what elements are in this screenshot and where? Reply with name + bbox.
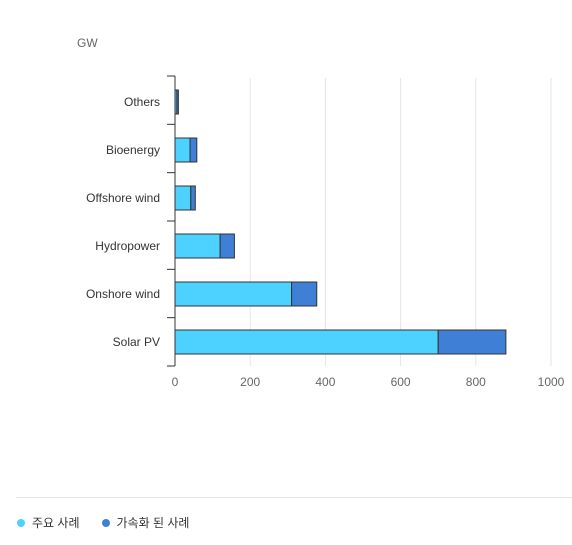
legend-swatch-accelerated [101, 518, 110, 527]
unit-label: GW [77, 36, 98, 50]
bar-segment [174, 281, 293, 307]
bar-segment [437, 329, 507, 355]
category-label: Onshore wind [86, 287, 160, 301]
legend-swatch-main [17, 518, 25, 527]
legend: 주요 사례 가속화 된 사례 [17, 514, 211, 531]
legend-label-accelerated: 가속화 된 사례 [116, 516, 190, 530]
bars [174, 89, 507, 355]
legend-item-main[interactable]: 주요 사례 [17, 514, 80, 531]
bar-segment [291, 281, 318, 307]
axes [167, 75, 176, 367]
category-label: Hydropower [95, 239, 160, 253]
x-tick-labels: 0 200 400 600 800 1000 [172, 375, 565, 389]
bar-segment [176, 89, 179, 115]
stacked-bar-chart: Others Bioenergy Offshore wind Hydropower On… [86, 75, 565, 389]
x-tick-label: 800 [466, 375, 486, 389]
x-tick-label: 200 [240, 375, 260, 389]
x-tick-label: 1000 [538, 375, 565, 389]
category-label: Bioenergy [106, 143, 160, 157]
category-label: Solar PV [113, 335, 160, 349]
category-label: Offshore wind [86, 191, 160, 205]
category-label: Others [124, 95, 160, 109]
bar-segment [219, 233, 235, 259]
bar-segment [174, 185, 192, 211]
bar-segment [189, 137, 198, 163]
category-labels: Others Bioenergy Offshore wind Hydropower On… [86, 95, 160, 349]
x-tick-label: 400 [315, 375, 335, 389]
x-tick-label: 600 [391, 375, 411, 389]
bar-segment [174, 137, 191, 163]
gridlines [249, 78, 552, 366]
legend-divider [16, 497, 572, 498]
legend-item-accelerated[interactable]: 가속화 된 사례 [101, 514, 190, 531]
bar-segment [174, 329, 439, 355]
bar-segment [174, 233, 221, 259]
legend-label-main: 주요 사례 [32, 516, 80, 530]
bar-segment [190, 185, 196, 211]
x-tick-label: 0 [172, 375, 179, 389]
